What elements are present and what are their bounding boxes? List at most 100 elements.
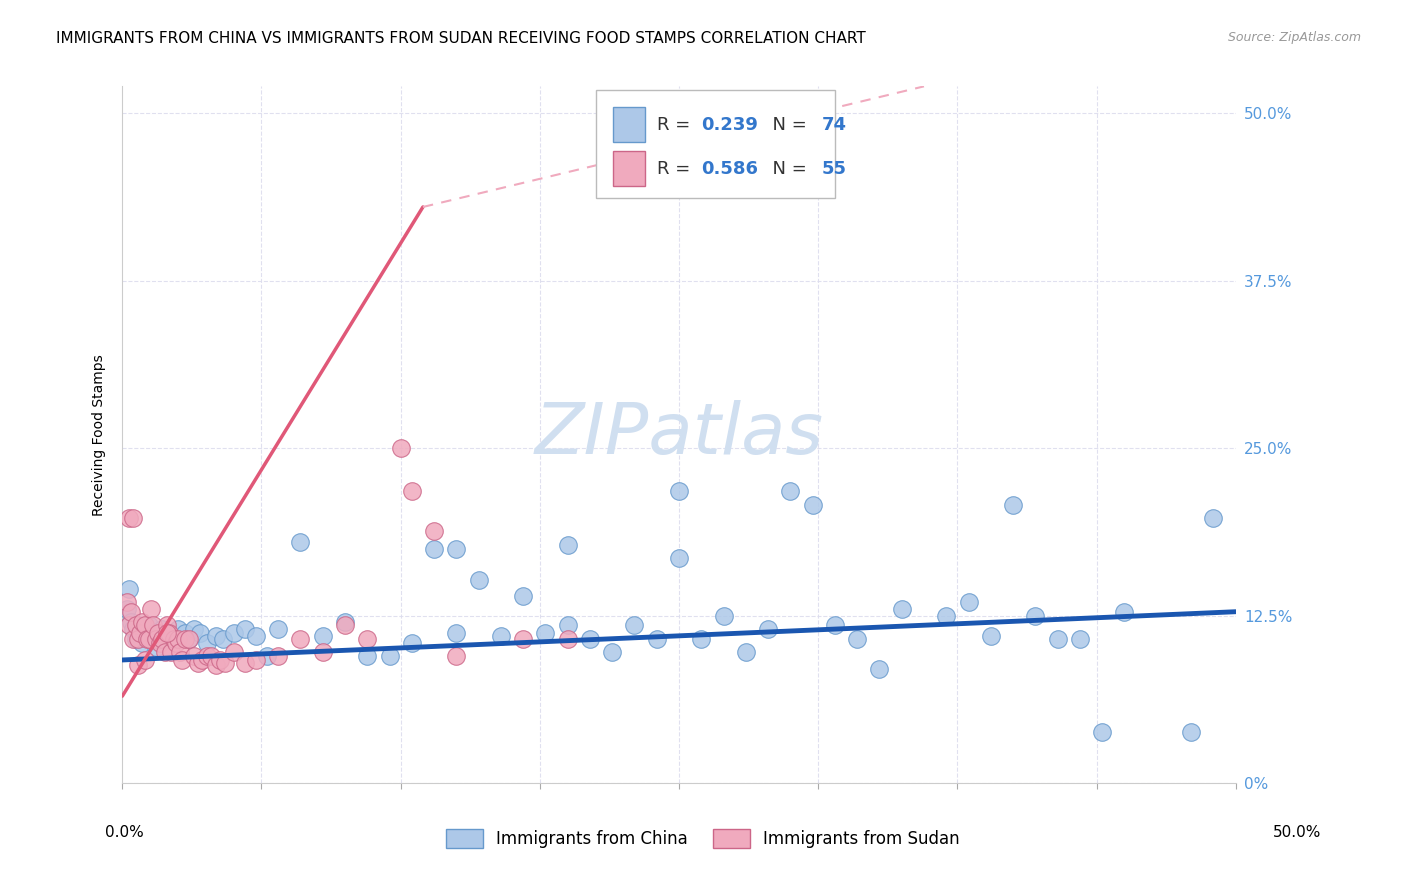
Point — [183, 648, 205, 663]
Point — [156, 626, 179, 640]
Point — [389, 441, 412, 455]
FancyBboxPatch shape — [613, 151, 644, 186]
Point — [890, 602, 912, 616]
Point — [1024, 608, 1046, 623]
Point — [1091, 725, 1114, 739]
Point — [868, 662, 890, 676]
Point — [333, 618, 356, 632]
Point — [557, 632, 579, 646]
Point — [1069, 632, 1091, 646]
Point — [156, 629, 179, 643]
Point — [173, 626, 195, 640]
Point — [188, 626, 211, 640]
Point — [1180, 725, 1202, 739]
Text: Source: ZipAtlas.com: Source: ZipAtlas.com — [1227, 31, 1361, 45]
Point — [149, 635, 172, 649]
Point — [141, 602, 163, 616]
Point — [267, 622, 290, 636]
Point — [290, 632, 312, 646]
Point — [401, 635, 423, 649]
Point — [122, 511, 145, 525]
Point — [195, 635, 218, 649]
Point — [124, 632, 146, 646]
Text: ZIPatlas: ZIPatlas — [534, 401, 824, 469]
Point — [1114, 605, 1136, 619]
Point — [195, 648, 218, 663]
Point — [160, 632, 183, 646]
Point — [142, 626, 165, 640]
Point — [150, 632, 173, 646]
Point — [149, 632, 172, 646]
Point — [179, 632, 201, 646]
Text: N =: N = — [762, 116, 813, 134]
Point — [135, 622, 157, 636]
Point — [146, 629, 169, 643]
Point — [160, 645, 183, 659]
Point — [138, 618, 160, 632]
Point — [668, 484, 690, 499]
Text: 55: 55 — [821, 160, 846, 178]
Legend: Immigrants from China, Immigrants from Sudan: Immigrants from China, Immigrants from S… — [440, 822, 966, 855]
Point — [645, 632, 668, 646]
Point — [312, 645, 335, 659]
Point — [423, 524, 446, 539]
Point — [115, 595, 138, 609]
Point — [131, 615, 153, 630]
Point — [120, 615, 142, 630]
Point — [713, 608, 735, 623]
Point — [156, 618, 179, 632]
Point — [256, 648, 278, 663]
Point — [245, 653, 267, 667]
Point — [129, 626, 152, 640]
Point — [600, 645, 623, 659]
Point — [980, 629, 1002, 643]
Point — [165, 635, 187, 649]
Point — [267, 648, 290, 663]
Point — [333, 615, 356, 630]
Point — [134, 626, 156, 640]
Point — [145, 640, 167, 654]
Point — [211, 632, 233, 646]
Point — [623, 618, 645, 632]
Point — [446, 541, 468, 556]
Point — [138, 632, 160, 646]
Point — [846, 632, 869, 646]
Point — [668, 551, 690, 566]
Point — [423, 541, 446, 556]
Point — [187, 656, 209, 670]
Point — [122, 632, 145, 646]
Point — [446, 648, 468, 663]
Point — [801, 498, 824, 512]
Point — [534, 626, 557, 640]
Point — [167, 632, 190, 646]
FancyBboxPatch shape — [613, 107, 644, 142]
Point — [167, 622, 190, 636]
Text: 0.586: 0.586 — [702, 160, 758, 178]
Point — [115, 602, 138, 616]
Point — [146, 626, 169, 640]
Point — [290, 535, 312, 549]
Point — [127, 658, 149, 673]
Point — [1202, 511, 1225, 525]
Point — [356, 648, 378, 663]
Point — [378, 648, 401, 663]
Point — [134, 618, 156, 632]
Point — [169, 645, 191, 659]
Point — [172, 653, 194, 667]
Point — [356, 632, 378, 646]
Point — [233, 622, 256, 636]
Point — [205, 658, 228, 673]
Point — [191, 653, 214, 667]
Point — [162, 632, 184, 646]
Y-axis label: Receiving Food Stamps: Receiving Food Stamps — [93, 354, 107, 516]
Point — [179, 632, 201, 646]
Point — [122, 622, 145, 636]
Point — [233, 656, 256, 670]
Point — [824, 618, 846, 632]
Point — [118, 618, 141, 632]
Point — [557, 538, 579, 552]
Point — [134, 653, 156, 667]
Point — [214, 656, 236, 670]
Point — [157, 626, 180, 640]
Point — [756, 622, 779, 636]
